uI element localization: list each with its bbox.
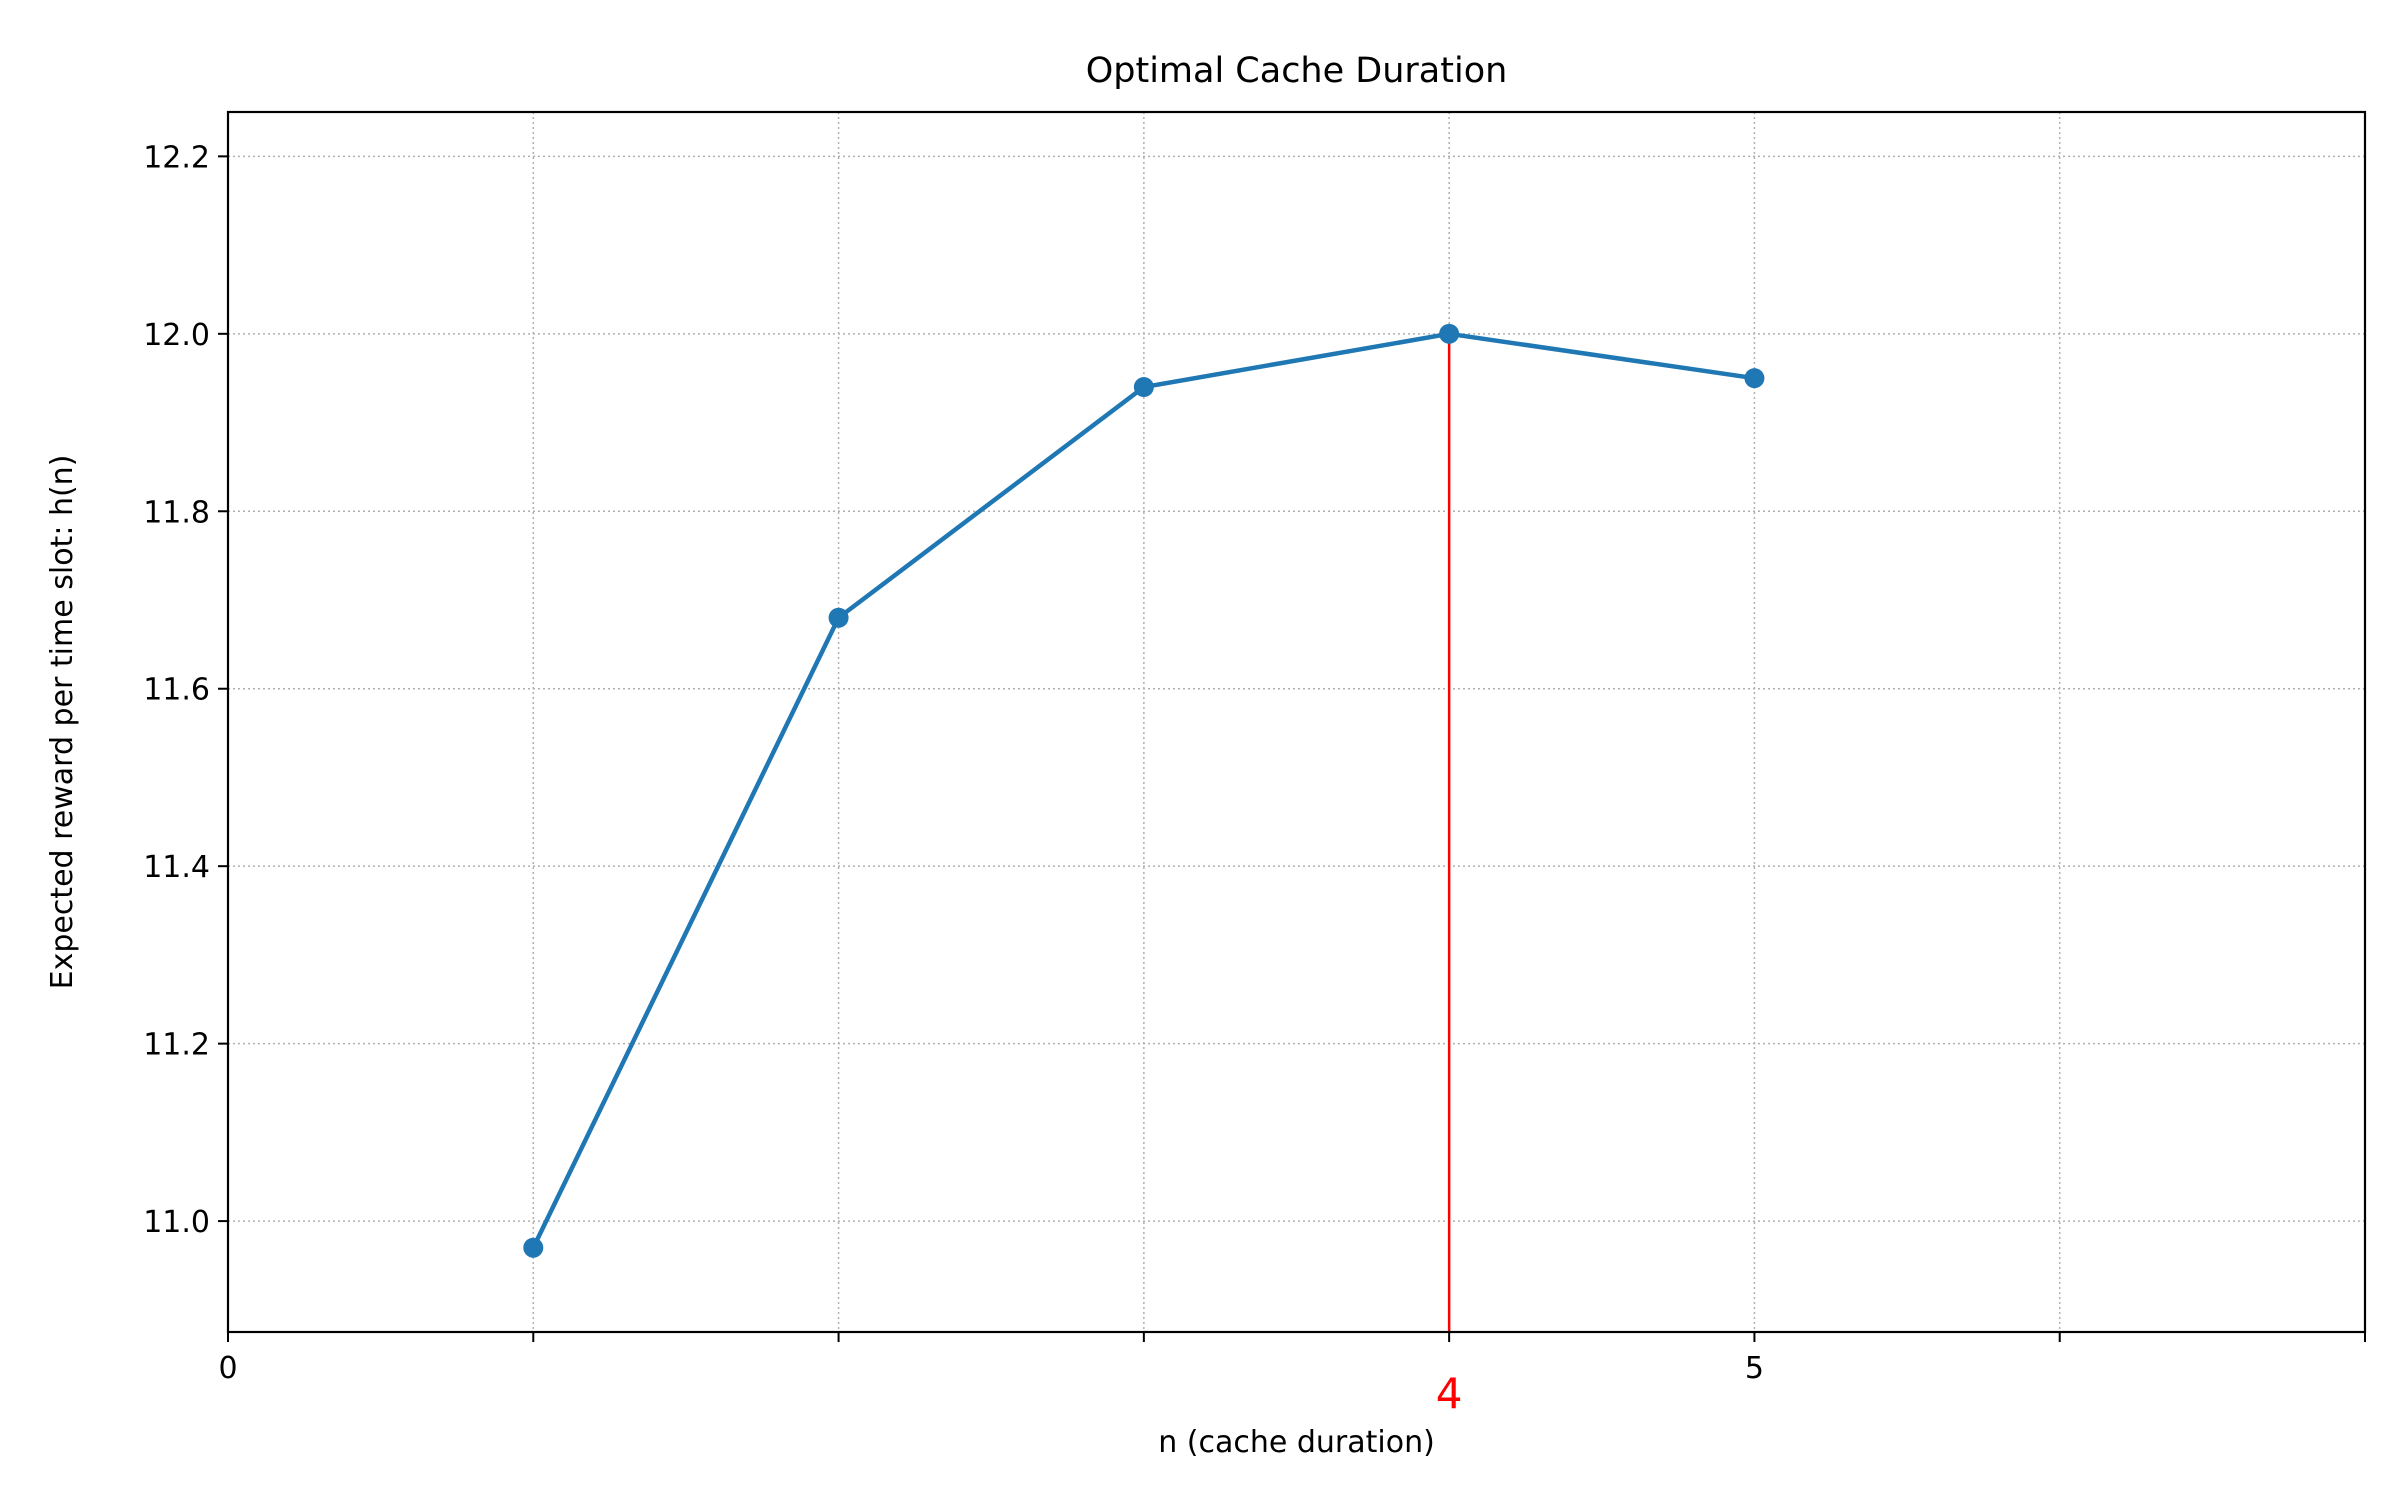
y-axis-label: Expected reward per time slot: h(n) (45, 455, 80, 990)
data-point (1133, 377, 1154, 398)
x-tick-label: 0 (218, 1351, 237, 1386)
y-tick-label: 11.8 (143, 495, 210, 530)
y-tick-label: 12.0 (143, 318, 210, 353)
y-tick-label: 11.4 (143, 850, 210, 885)
optimum-label: 4 (1436, 1369, 1463, 1418)
y-tick-label: 11.2 (143, 1028, 210, 1063)
x-axis-label: n (cache duration) (1158, 1425, 1435, 1460)
y-tick-label: 12.2 (143, 140, 210, 175)
annotation-layer: 4 (1436, 333, 1463, 1418)
plot-frame (226, 110, 2367, 1334)
data-point (1439, 323, 1460, 344)
chart-title: Optimal Cache Duration (1086, 51, 1508, 91)
data-points (523, 323, 1765, 1258)
y-tick-label: 11.0 (143, 1205, 210, 1240)
axis-ticks: 0 5 11.0 11.2 11.4 11.6 11.8 12.0 12.2 (143, 140, 2366, 1386)
data-point (828, 607, 849, 628)
data-point (1744, 368, 1765, 389)
data-point (523, 1237, 544, 1258)
y-tick-label: 11.6 (143, 673, 210, 708)
x-tick-label: 5 (1745, 1351, 1764, 1386)
